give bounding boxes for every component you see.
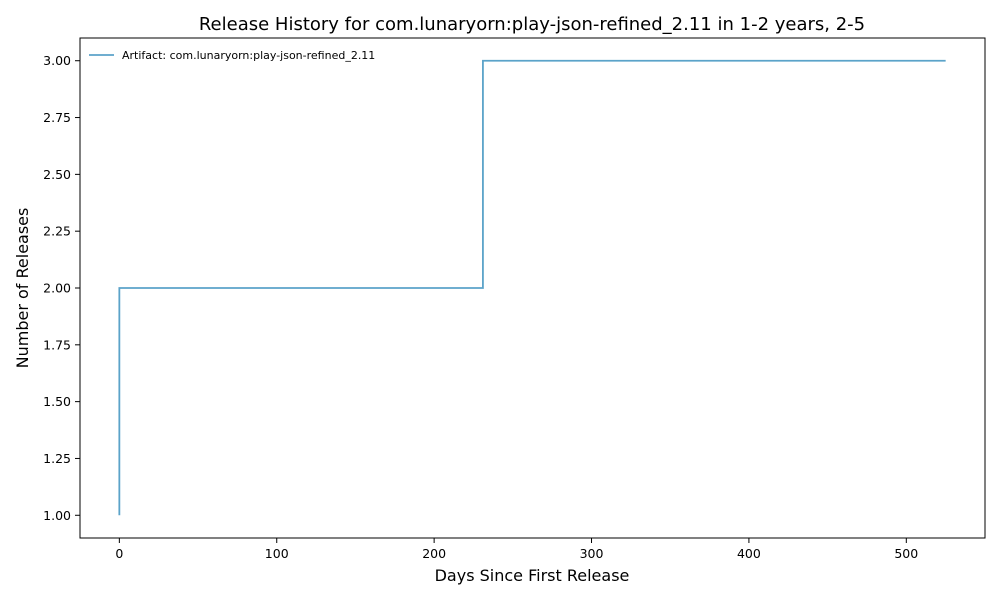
y-tick-label: 2.75 [43, 110, 71, 125]
y-tick-label: 2.50 [43, 167, 71, 182]
x-axis: 0 100 200 300 400 500 [115, 538, 918, 561]
y-tick-label: 3.00 [43, 53, 71, 68]
x-tick-label: 400 [737, 546, 761, 561]
x-tick-label: 500 [894, 546, 918, 561]
legend-label: Artifact: com.lunaryorn:play-json-refine… [122, 49, 375, 62]
legend: Artifact: com.lunaryorn:play-json-refine… [89, 49, 375, 62]
x-axis-label: Days Since First Release [435, 566, 630, 585]
y-tick-label: 2.00 [43, 281, 71, 296]
series-line [118, 59, 946, 516]
y-tick-label: 1.50 [43, 394, 71, 409]
y-axis: 1.00 1.25 1.50 1.75 2.00 2.25 2.50 2.75 3.00 [43, 53, 80, 523]
y-tick-label: 1.75 [43, 337, 71, 352]
x-tick-label: 300 [580, 546, 604, 561]
y-tick-label: 1.25 [43, 451, 71, 466]
x-tick-label: 0 [115, 546, 123, 561]
x-tick-label: 100 [265, 546, 289, 561]
y-tick-label: 1.00 [43, 508, 71, 523]
x-tick-label: 200 [422, 546, 446, 561]
chart-title: Release History for com.lunaryorn:play-j… [199, 14, 865, 35]
series-layer [118, 59, 946, 516]
y-tick-label: 2.25 [43, 224, 71, 239]
y-axis-label: Number of Releases [13, 208, 32, 369]
